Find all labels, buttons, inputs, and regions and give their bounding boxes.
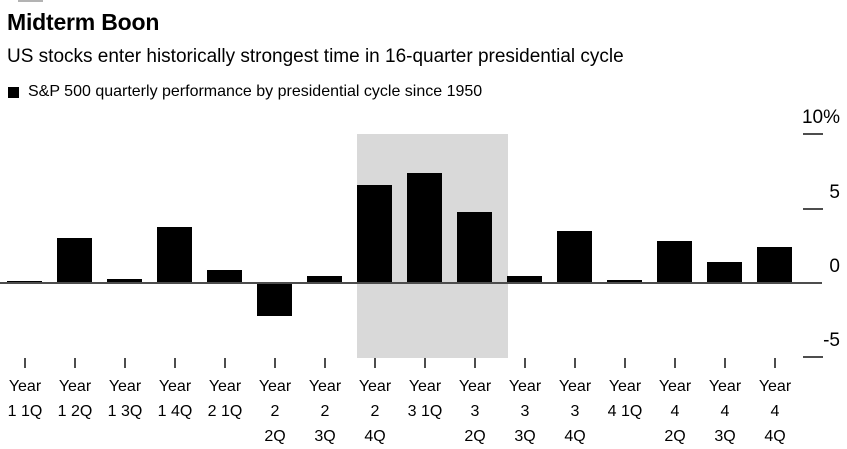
x-tick-label: Year 1 3Q xyxy=(107,378,143,420)
x-tick-label: Year 2 4Q xyxy=(358,378,392,445)
bar-year-2-2q xyxy=(257,283,292,316)
bar-year-2-4q xyxy=(357,185,392,283)
x-tick xyxy=(124,358,126,368)
bar-year-1-4q xyxy=(157,227,192,283)
x-tick-label: Year 3 2Q xyxy=(458,378,492,445)
chart-title: Midterm Boon xyxy=(7,9,160,35)
y-tick-label: 5 xyxy=(829,182,840,203)
y-tick-label: -5 xyxy=(823,330,840,351)
x-tick xyxy=(674,358,676,368)
x-tick-label: Year 4 1Q xyxy=(607,378,643,420)
bar-year-4-2q xyxy=(657,241,692,283)
bar-year-1-3q xyxy=(107,279,142,283)
x-tick xyxy=(624,358,626,368)
legend: S&P 500 quarterly performance by preside… xyxy=(8,83,482,101)
x-tick xyxy=(424,358,426,368)
x-tick xyxy=(374,358,376,368)
x-tick-label: Year 2 2Q xyxy=(258,378,292,445)
cropped-edge-artifact xyxy=(18,0,43,2)
y-tick-10 xyxy=(803,133,823,135)
x-tick-label: Year 1 4Q xyxy=(157,378,193,420)
x-axis-line xyxy=(0,282,822,284)
x-tick-label: Year 2 1Q xyxy=(207,378,243,420)
x-tick xyxy=(174,358,176,368)
bar-year-3-2q xyxy=(457,212,492,283)
x-tick-label: Year 4 2Q xyxy=(658,378,692,445)
x-tick xyxy=(274,358,276,368)
x-tick xyxy=(524,358,526,368)
x-tick-label: Year 2 3Q xyxy=(308,378,342,445)
bar-year-2-3q xyxy=(307,276,342,283)
bar-year-3-1q xyxy=(407,173,442,283)
x-tick xyxy=(24,358,26,368)
legend-swatch-icon xyxy=(8,87,19,98)
y-tick-5 xyxy=(803,208,823,210)
x-tick xyxy=(574,358,576,368)
x-tick xyxy=(224,358,226,368)
bar-year-4-3q xyxy=(707,262,742,283)
x-tick-label: Year 3 1Q xyxy=(407,378,443,420)
x-tick xyxy=(724,358,726,368)
bar-year-4-1q xyxy=(607,280,642,283)
bar-year-4-4q xyxy=(757,247,792,283)
chart-subtitle: US stocks enter historically strongest t… xyxy=(7,46,624,67)
bar-year-3-3q xyxy=(507,276,542,283)
y-tick-label: 10% xyxy=(801,107,840,128)
x-tick xyxy=(774,358,776,368)
x-tick-label: Year 1 1Q xyxy=(7,378,43,420)
bar-year-3-4q xyxy=(557,231,592,283)
x-tick-label: Year 3 3Q xyxy=(508,378,542,445)
bar-year-2-1q xyxy=(207,270,242,283)
y-tick-label: 0 xyxy=(829,256,840,277)
legend-label: S&P 500 quarterly performance by preside… xyxy=(28,83,483,100)
x-tick xyxy=(324,358,326,368)
x-tick xyxy=(474,358,476,368)
y-tick--5 xyxy=(803,356,823,358)
x-tick-label: Year 4 4Q xyxy=(758,378,792,445)
x-tick-label: Year 3 4Q xyxy=(558,378,592,445)
x-tick xyxy=(74,358,76,368)
bar-year-1-2q xyxy=(57,238,92,283)
x-tick-label: Year 1 2Q xyxy=(57,378,93,420)
x-tick-label: Year 4 3Q xyxy=(708,378,742,445)
